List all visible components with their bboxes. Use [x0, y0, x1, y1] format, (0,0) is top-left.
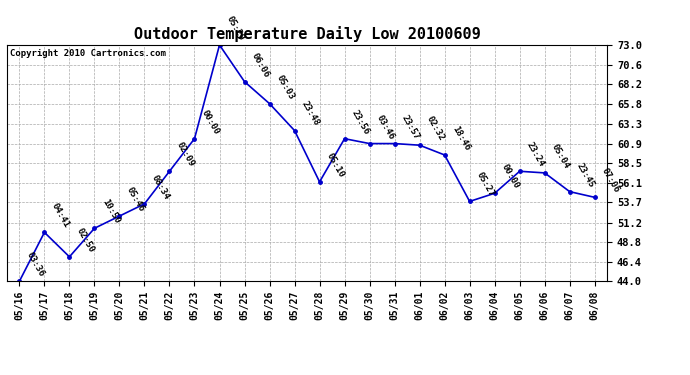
Text: 06:06: 06:06	[250, 51, 271, 79]
Text: 04:41: 04:41	[50, 202, 71, 229]
Text: 05:27: 05:27	[475, 171, 496, 199]
Text: 02:50: 02:50	[75, 226, 96, 254]
Text: 05:03: 05:03	[275, 73, 296, 101]
Text: 02:09: 02:09	[175, 141, 196, 168]
Text: Copyright 2010 Cartronics.com: Copyright 2010 Cartronics.com	[10, 48, 166, 57]
Text: 03:36: 03:36	[25, 251, 46, 279]
Text: 08:34: 08:34	[150, 173, 171, 201]
Text: 23:56: 23:56	[350, 108, 371, 136]
Title: Outdoor Temperature Daily Low 20100609: Outdoor Temperature Daily Low 20100609	[134, 27, 480, 42]
Text: 05:10: 05:10	[325, 151, 346, 179]
Text: 02:32: 02:32	[425, 115, 446, 142]
Text: 05:04: 05:04	[550, 142, 571, 170]
Text: 10:50: 10:50	[100, 198, 121, 225]
Text: 23:57: 23:57	[400, 113, 422, 141]
Text: 00:00: 00:00	[200, 108, 221, 136]
Text: 23:24: 23:24	[525, 141, 546, 168]
Text: 23:45: 23:45	[575, 161, 596, 189]
Text: 00:00: 00:00	[500, 163, 522, 190]
Text: 05:20: 05:20	[225, 15, 246, 42]
Text: 18:46: 18:46	[450, 124, 471, 152]
Text: 03:46: 03:46	[375, 113, 396, 141]
Text: 07:06: 07:06	[600, 167, 622, 195]
Text: 23:48: 23:48	[300, 100, 322, 128]
Text: 05:46: 05:46	[125, 186, 146, 213]
